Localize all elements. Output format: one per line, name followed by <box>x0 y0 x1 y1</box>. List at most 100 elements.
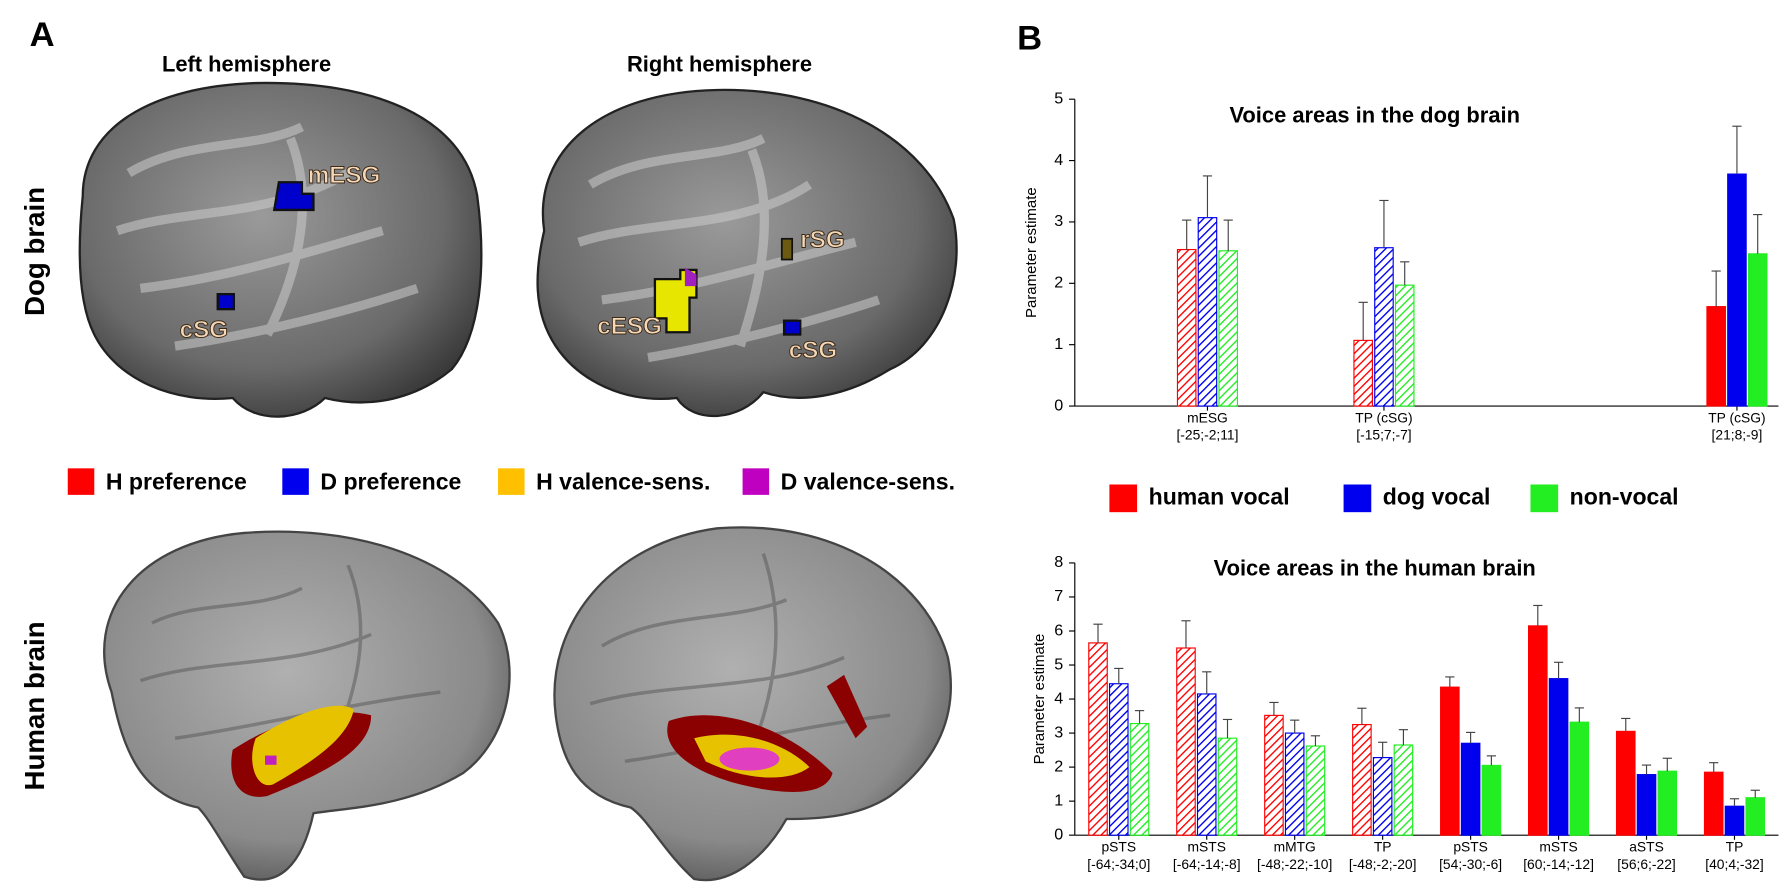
bar <box>1176 248 1197 407</box>
error-bar <box>1486 755 1496 766</box>
x-tick-label: aSTS <box>1629 839 1664 855</box>
x-tick-label: mSTS <box>1539 839 1577 855</box>
error-bar <box>1202 671 1212 694</box>
y-tick-label: 3 <box>1054 212 1063 230</box>
y-axis-label: Parameter estimate <box>1023 187 1040 318</box>
x-tick-label: [56;6;-22] <box>1617 856 1675 872</box>
legend-swatch <box>1343 484 1372 513</box>
legend-swatch <box>67 468 95 495</box>
error-bar <box>1400 261 1410 286</box>
error-bar <box>1729 798 1740 807</box>
error-bar <box>1222 718 1233 739</box>
legend-swatch <box>742 468 770 495</box>
legend-swatch <box>1530 484 1559 513</box>
legend-swatch <box>282 468 309 495</box>
bar <box>1393 744 1414 836</box>
bar <box>1548 678 1569 836</box>
y-tick-label: 6 <box>1054 621 1063 639</box>
x-tick-label: TP (cSG) <box>1708 409 1765 425</box>
y-tick-label: 2 <box>1054 757 1063 775</box>
error-bar <box>1662 757 1672 772</box>
bar <box>1703 771 1724 836</box>
bar <box>1724 805 1745 836</box>
error-bar <box>1114 667 1124 684</box>
legend-label: D valence-sens. <box>781 468 955 494</box>
error-bar <box>1182 219 1192 250</box>
bar <box>1727 173 1747 407</box>
bar <box>1305 745 1326 836</box>
bar <box>1747 253 1768 407</box>
error-bar <box>1379 199 1389 248</box>
legend-swatch <box>498 468 525 495</box>
bar <box>1636 774 1657 836</box>
error-bar <box>1357 707 1367 725</box>
x-tick-label: [-48;-2;-20] <box>1349 856 1417 872</box>
error-bar <box>1533 604 1543 626</box>
y-tick-label: 5 <box>1054 89 1063 107</box>
y-tick-label: 1 <box>1054 335 1063 353</box>
error-bar <box>1553 661 1564 679</box>
error-bar <box>1445 676 1455 688</box>
human-brain-left <box>103 530 511 881</box>
bar <box>1372 757 1393 836</box>
row-label: Human brain <box>19 621 50 790</box>
bar <box>1706 306 1726 407</box>
x-tick-label: [21;8;-9] <box>1712 427 1763 443</box>
region-label: cSG <box>789 337 837 364</box>
column-label: Right hemisphere <box>627 52 812 77</box>
region-label: cSG <box>180 316 228 343</box>
x-tick-label: [40;4;-32] <box>1705 856 1763 872</box>
bar <box>1460 742 1481 836</box>
x-tick-label: mESG <box>1187 409 1228 425</box>
column-label: Left hemisphere <box>162 52 331 77</box>
error-bar <box>1398 729 1409 745</box>
error-bar <box>1134 710 1145 724</box>
y-tick-label: 2 <box>1054 274 1063 292</box>
error-bar <box>1709 762 1719 773</box>
y-tick-label: 8 <box>1054 553 1063 571</box>
error-bar <box>1753 214 1763 254</box>
error-bar <box>1750 789 1760 798</box>
error-bar <box>1093 623 1103 643</box>
error-bar <box>1465 731 1476 744</box>
error-bar <box>1732 125 1742 175</box>
bar <box>1374 247 1394 407</box>
y-tick-label: 0 <box>1054 396 1063 414</box>
bar <box>1196 693 1217 836</box>
panel-label: A <box>30 16 55 54</box>
bar <box>1176 647 1196 836</box>
error-bar <box>1358 301 1368 341</box>
region-label: cESG <box>597 313 662 340</box>
legend-swatch <box>1109 484 1138 513</box>
chart-title: Voice areas in the dog brain <box>1229 102 1520 127</box>
legend-label: dog vocal <box>1383 483 1491 509</box>
bar <box>1745 797 1766 836</box>
error-bar <box>1202 175 1213 218</box>
y-axis-label: Parameter estimate <box>1031 634 1048 765</box>
x-tick-label: [-48;-22;-10] <box>1257 856 1332 872</box>
y-tick-label: 5 <box>1054 655 1063 673</box>
x-tick-label: pSTS <box>1101 839 1136 855</box>
x-tick-label: [-64;-34;0] <box>1087 856 1150 872</box>
legend-label: D preference <box>320 468 461 494</box>
bar <box>1197 217 1218 407</box>
error-bar <box>1641 764 1652 775</box>
x-tick-label: TP (cSG) <box>1355 409 1412 425</box>
y-tick-label: 1 <box>1054 791 1063 809</box>
x-tick-label: pSTS <box>1453 839 1488 855</box>
bar <box>1615 730 1636 836</box>
error-bar <box>1378 741 1388 758</box>
x-tick-label: mSTS <box>1188 839 1226 855</box>
error-bar <box>1574 707 1584 723</box>
error-bar <box>1621 717 1631 732</box>
bar <box>1284 732 1305 836</box>
bar <box>1569 721 1590 836</box>
bar <box>1528 625 1548 836</box>
bar <box>1264 714 1284 836</box>
bar <box>1129 722 1150 836</box>
x-tick-label: [-15;7;-7] <box>1356 427 1411 443</box>
bar <box>1108 683 1129 836</box>
dog-brain-right <box>536 88 958 418</box>
bar <box>1217 737 1238 836</box>
